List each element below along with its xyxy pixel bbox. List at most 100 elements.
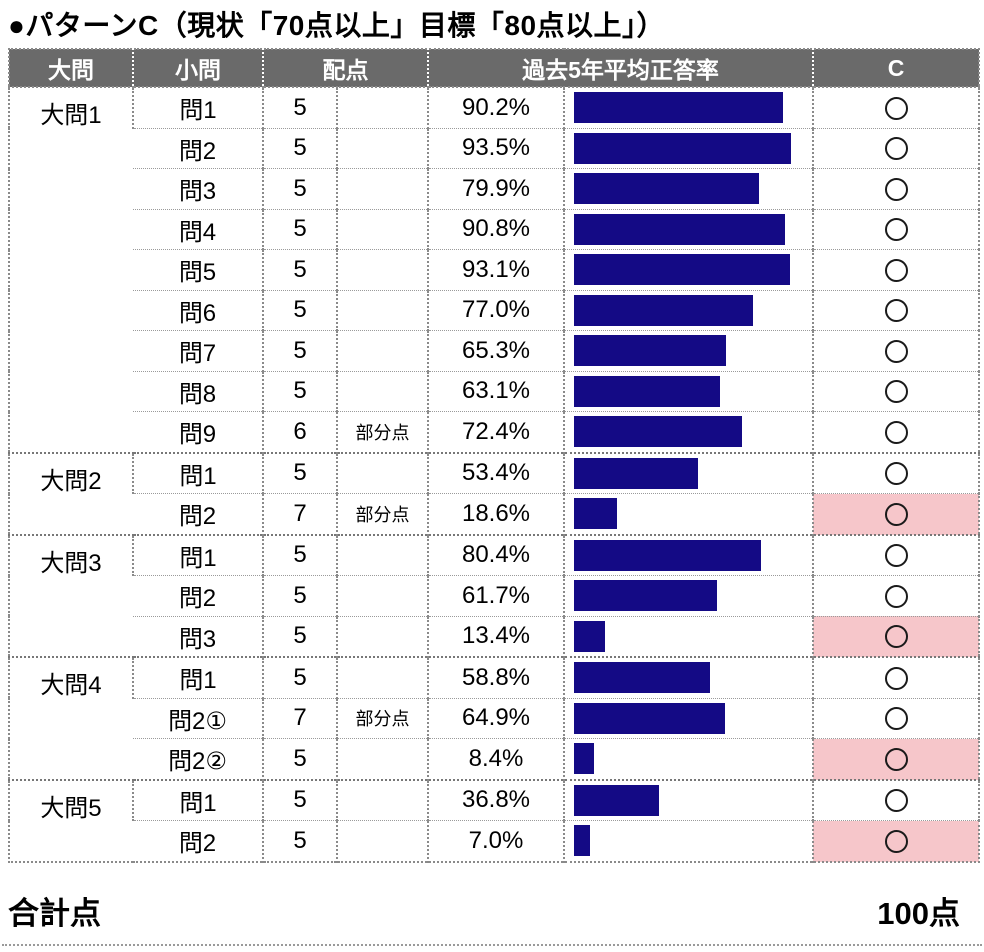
partial-note-cell	[336, 615, 428, 657]
rate-bar	[574, 416, 742, 448]
header-haiten: 配点	[262, 49, 428, 88]
mark-cell	[812, 656, 980, 698]
rate-value-cell: 77.0%	[427, 289, 564, 331]
daimon-cell: 大問4	[9, 656, 133, 780]
table-row: 問7 5 65.3%	[9, 330, 980, 371]
partial-note-cell: 部分点	[336, 493, 428, 535]
rate-bar-cell	[562, 289, 814, 331]
shomon-cell: 問6	[133, 289, 263, 331]
partial-note-cell	[336, 575, 428, 616]
points-cell: 5	[262, 249, 337, 290]
rate-bar-cell	[562, 330, 814, 371]
table-row: 問5 5 93.1%	[9, 249, 980, 290]
rate-value-cell: 13.4%	[427, 615, 564, 657]
partial-note-cell	[336, 86, 428, 128]
rate-value-cell: 7.0%	[427, 820, 564, 862]
header-rate: 過去5年平均正答率	[426, 49, 814, 88]
rate-value-cell: 90.2%	[427, 86, 564, 128]
rate-value-cell: 61.7%	[427, 575, 564, 616]
table-row: 問4 5 90.8%	[9, 208, 980, 250]
shomon-cell: 問2	[133, 575, 263, 616]
partial-note-cell	[336, 208, 428, 250]
page-title: ●パターンC（現状「70点以上」目標「80点以上」）	[8, 10, 666, 41]
rate-value-cell: 58.8%	[427, 656, 564, 698]
rate-bar-cell	[562, 249, 814, 290]
daimon-cell: 大問3	[9, 533, 133, 657]
rate-bar	[574, 662, 711, 694]
circle-mark-icon	[884, 502, 908, 526]
shomon-cell: 問1	[132, 778, 263, 821]
rate-bar-cell	[562, 738, 814, 780]
table-row: 問9 6 部分点 72.4%	[9, 411, 980, 453]
mark-cell	[812, 820, 980, 862]
circle-mark-icon	[884, 747, 908, 771]
circle-mark-icon	[884, 829, 908, 853]
partial-note-cell	[336, 289, 428, 331]
points-cell: 5	[262, 168, 337, 209]
table-body: 大問1 問1 5 90.2% 問2 5 93.5% 問3 5 79.9%	[9, 86, 980, 862]
rate-bar	[574, 743, 594, 775]
circle-mark-icon	[884, 625, 908, 649]
rate-bar	[574, 825, 591, 857]
rate-bar	[574, 620, 606, 652]
table-row: 問2② 5 8.4%	[9, 738, 980, 780]
mark-cell	[812, 86, 980, 128]
circle-mark-icon	[884, 299, 908, 323]
circle-mark-icon	[884, 544, 908, 568]
circle-mark-icon	[884, 380, 908, 404]
points-cell: 5	[262, 615, 337, 657]
partial-note-cell: 部分点	[336, 411, 428, 453]
rate-bar-cell	[562, 575, 814, 616]
points-cell: 5	[262, 86, 337, 128]
partial-note-cell	[336, 127, 428, 169]
points-cell: 6	[262, 411, 337, 453]
points-cell: 5	[262, 656, 337, 698]
mark-cell	[812, 411, 980, 453]
shomon-cell: 問1	[132, 656, 263, 698]
shomon-cell: 問7	[133, 330, 263, 371]
points-cell: 5	[262, 738, 337, 780]
rate-bar	[574, 92, 784, 124]
table-header: 大問 小問 配点 過去5年平均正答率 C	[9, 49, 980, 88]
points-cell: 5	[262, 330, 337, 371]
rate-bar-cell	[562, 370, 814, 412]
header-daimon: 大問	[9, 49, 133, 88]
partial-note-cell: 部分点	[336, 697, 428, 739]
rate-bar	[574, 254, 790, 286]
partial-note-cell	[336, 778, 428, 821]
rate-bar-cell	[562, 208, 814, 250]
mark-cell	[812, 451, 980, 494]
total-value: 100点	[877, 896, 960, 931]
rate-bar-cell	[562, 493, 814, 535]
points-cell: 5	[262, 820, 337, 862]
shomon-cell: 問1	[132, 451, 263, 494]
rate-bar-cell	[562, 697, 814, 739]
rate-bar	[574, 335, 726, 367]
footer: 合計点 100点	[8, 888, 976, 933]
mark-cell	[812, 127, 980, 169]
table-row: 大問1 問1 5 90.2%	[9, 86, 980, 453]
points-cell: 5	[262, 127, 337, 169]
rate-value-cell: 64.9%	[427, 697, 564, 739]
shomon-cell: 問3	[133, 615, 263, 657]
shomon-cell: 問1	[132, 533, 263, 576]
rate-bar-cell	[562, 820, 814, 862]
shomon-cell: 問5	[133, 249, 263, 290]
rate-bar-cell	[562, 656, 814, 698]
rate-bar	[574, 132, 791, 164]
rate-value-cell: 63.1%	[427, 370, 564, 412]
rate-bar-cell	[562, 411, 814, 453]
table-row: 問2 5 61.7%	[9, 575, 980, 616]
table-row: 問2 5 7.0%	[9, 820, 980, 862]
mark-cell	[812, 168, 980, 209]
points-cell: 7	[262, 493, 337, 535]
mark-cell	[812, 575, 980, 616]
shomon-cell: 問2①	[133, 697, 263, 739]
mark-cell	[812, 493, 980, 535]
partial-note-cell	[336, 249, 428, 290]
table-row: 問3 5 79.9%	[9, 168, 980, 209]
rate-bar-cell	[562, 451, 814, 494]
rate-bar	[574, 294, 753, 326]
circle-mark-icon	[884, 339, 908, 363]
mark-cell	[812, 289, 980, 331]
